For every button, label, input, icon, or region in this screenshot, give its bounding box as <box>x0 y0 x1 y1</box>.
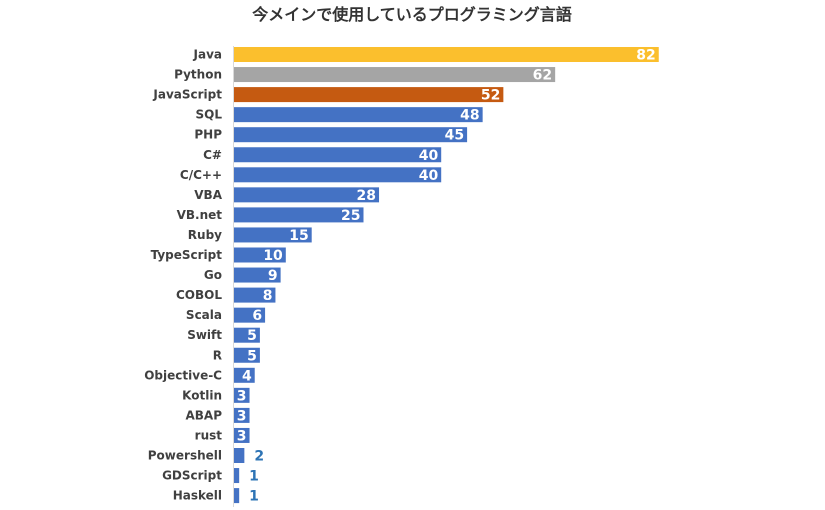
bar-r <box>234 347 260 363</box>
value-label-kotlin: 3 <box>237 388 247 404</box>
value-label-ruby: 15 <box>289 228 308 244</box>
category-label-cobol: COBOL <box>176 288 222 302</box>
bar-sql <box>234 107 483 123</box>
bar-cobol <box>234 287 276 303</box>
value-label-vb-net: 25 <box>341 208 360 224</box>
bar-haskell <box>234 488 240 504</box>
bar-swift <box>234 327 260 343</box>
category-label-c-c: C/C++ <box>180 168 222 182</box>
value-label-python: 62 <box>533 68 552 84</box>
bar-abap <box>234 407 250 423</box>
bar-objective-c <box>234 367 255 383</box>
value-label-c-c: 40 <box>419 168 439 184</box>
category-label-rust: rust <box>195 428 223 442</box>
chart-title: 今メインで使用しているプログラミング言語 <box>251 5 572 24</box>
category-label-java: Java <box>193 48 222 62</box>
category-label-typescript: TypeScript <box>151 248 223 262</box>
bar-kotlin <box>234 387 250 403</box>
category-label-scala: Scala <box>186 308 222 322</box>
value-label-r: 5 <box>247 348 257 364</box>
bar-scala <box>234 307 266 323</box>
value-label-haskell: 1 <box>249 489 259 505</box>
bar-python <box>234 67 556 83</box>
category-label-go: Go <box>204 268 222 282</box>
bar-c <box>234 147 442 163</box>
value-label-gdscript: 1 <box>249 469 259 485</box>
bar-java <box>234 47 659 62</box>
category-label-sql: SQL <box>196 108 223 122</box>
bar-vba <box>234 187 380 203</box>
category-label-python: Python <box>174 68 222 82</box>
bar-gdscript <box>234 468 240 484</box>
value-label-powershell: 2 <box>254 449 264 465</box>
bar-ruby <box>234 227 312 243</box>
value-label-abap: 3 <box>237 408 247 424</box>
bar-javascript <box>234 87 504 103</box>
category-label-r: R <box>213 348 222 362</box>
category-label-php: PHP <box>194 128 222 142</box>
category-label-vba: VBA <box>194 188 222 202</box>
value-label-scala: 6 <box>252 308 262 324</box>
value-label-javascript: 52 <box>481 88 500 104</box>
category-label-c: C# <box>203 148 222 162</box>
value-label-sql: 48 <box>460 108 479 124</box>
value-label-go: 9 <box>268 268 278 284</box>
category-label-swift: Swift <box>187 328 222 342</box>
bar-php <box>234 127 468 143</box>
value-label-typescript: 10 <box>263 248 283 264</box>
value-label-objective-c: 4 <box>242 368 252 384</box>
category-label-kotlin: Kotlin <box>182 388 222 402</box>
value-label-swift: 5 <box>247 328 257 344</box>
category-label-objective-c: Objective-C <box>144 368 222 382</box>
bar-vb-net <box>234 207 364 223</box>
value-label-c: 40 <box>419 148 439 164</box>
bar-c-c <box>234 167 442 183</box>
category-label-gdscript: GDScript <box>162 469 222 483</box>
bar-powershell <box>234 448 245 463</box>
value-label-vba: 28 <box>357 188 376 204</box>
category-label-powershell: Powershell <box>148 449 222 463</box>
value-label-cobol: 8 <box>263 288 273 304</box>
category-label-vb-net: VB.net <box>177 208 223 222</box>
category-label-haskell: Haskell <box>173 489 222 503</box>
value-label-php: 45 <box>445 128 464 144</box>
category-label-abap: ABAP <box>185 408 222 422</box>
value-label-rust: 3 <box>237 428 247 444</box>
bar-rust <box>234 427 250 443</box>
value-label-java: 82 <box>636 48 655 64</box>
bar-go <box>234 267 281 283</box>
bar-typescript <box>234 247 286 263</box>
category-label-javascript: JavaScript <box>152 88 222 102</box>
category-label-ruby: Ruby <box>188 228 222 242</box>
